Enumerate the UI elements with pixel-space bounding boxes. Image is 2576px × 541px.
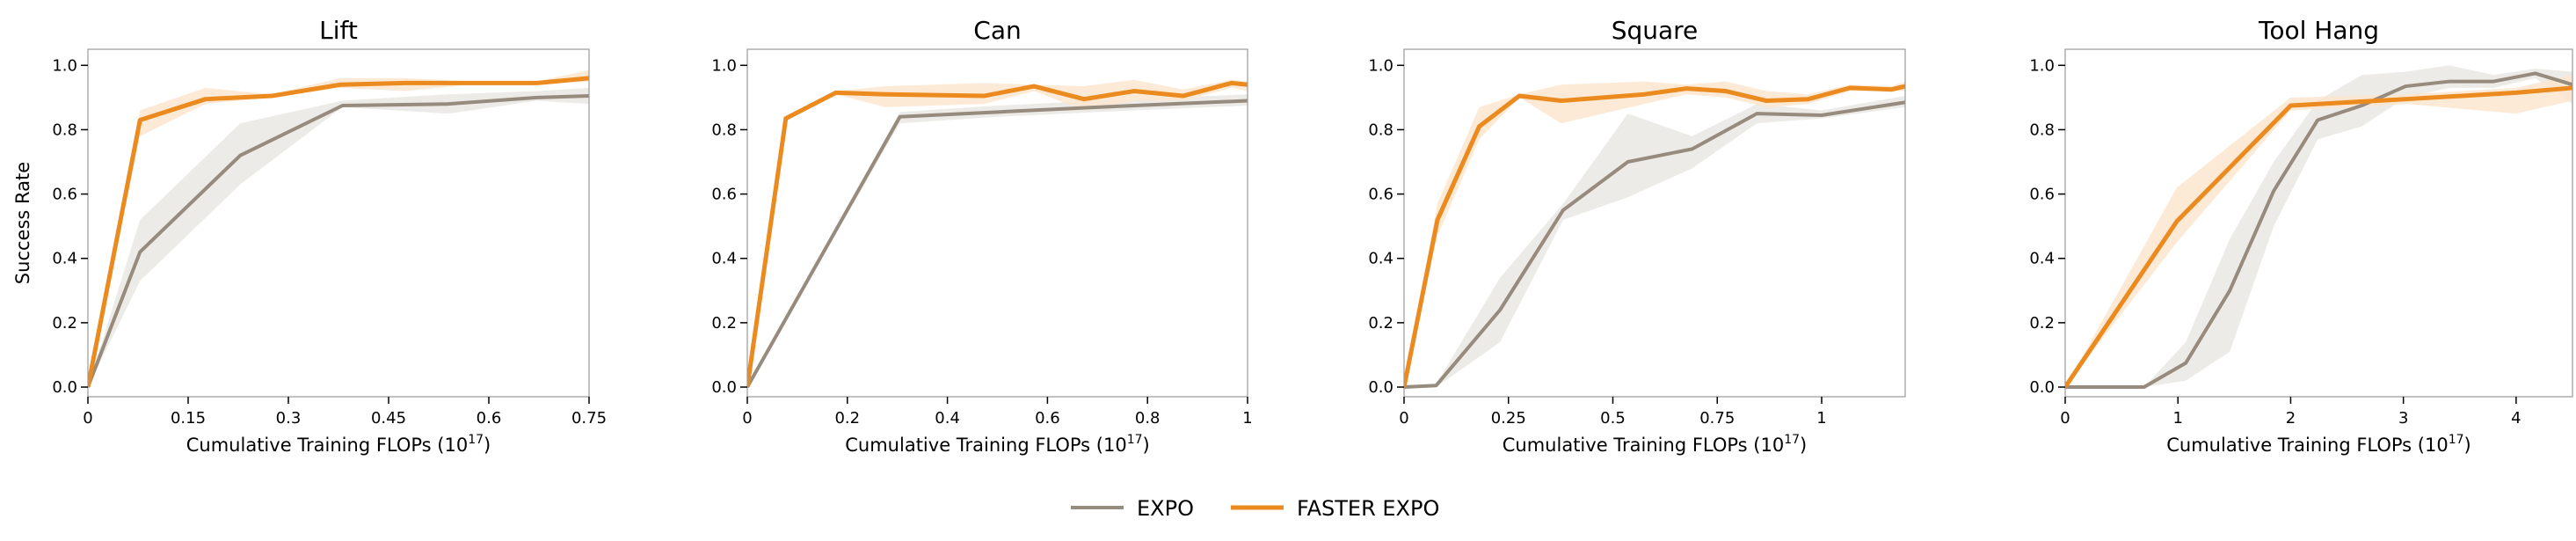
x-tick-label: 0.75: [571, 409, 607, 428]
line-expo: [88, 94, 589, 388]
subplot-title: Square: [1612, 16, 1699, 45]
legend: EXPO FASTER EXPO: [1071, 496, 1439, 521]
x-tick-label: 0: [2060, 409, 2070, 428]
y-tick-label: 1.0: [52, 56, 77, 75]
x-tick-label: 0.3: [276, 409, 302, 428]
band-expo: [747, 94, 1248, 388]
y-tick-label: 0.0: [1368, 378, 1394, 397]
x-tick-label: 0.75: [1699, 409, 1735, 428]
subplot-tool-hang: 0.0 0.2 0.4 0.6 0.8 1.0 0 1 2 3 4 Tool Hang Cumulati…: [2029, 16, 2573, 456]
y-axis-label: Success Rate: [12, 162, 33, 284]
legend-label-expo: EXPO: [1137, 496, 1194, 521]
x-tick-label: 0.25: [1491, 409, 1526, 428]
x-tick-label: 0.4: [935, 409, 960, 428]
y-tick-label: 1.0: [711, 56, 737, 75]
y-tick-label: 0.4: [711, 250, 737, 268]
x-tick-label: 0: [83, 409, 92, 428]
y-tick-label: 0.4: [1368, 250, 1394, 268]
axes-frame: [746, 48, 1248, 398]
plot-area: [1404, 81, 1905, 390]
y-tick-label: 0.2: [1368, 314, 1394, 333]
y-tick-label: 0.2: [52, 314, 77, 333]
y-tick-label: 0.8: [711, 121, 737, 139]
x-tick-label: 0: [1399, 409, 1408, 428]
line-faster-expo: [88, 76, 589, 388]
y-tick-label: 0.6: [52, 186, 77, 204]
x-axis-label: Cumulative Training FLOPs (1017): [1503, 433, 1808, 456]
band-expo: [2065, 65, 2572, 388]
x-tick-label: 2: [2286, 409, 2296, 428]
x-tick-label: 0.5: [1600, 409, 1626, 428]
x-tick-label: 3: [2398, 409, 2408, 428]
subplot-lift: 0.0 0.2 0.4 0.6 0.8 1.0 0 0.15 0.3 0.45 0.6 0.75 Lif…: [12, 16, 607, 456]
x-axis-label: Cumulative Training FLOPs (1017): [845, 433, 1150, 456]
band-faster-expo: [747, 79, 1248, 388]
axes-frame: [87, 48, 590, 398]
y-tick-label: 0.6: [711, 186, 737, 204]
y-tick-label: 0.2: [2029, 314, 2055, 333]
y-tick-label: 0.4: [2029, 250, 2055, 268]
y-tick-label: 0.4: [52, 250, 77, 268]
subplot-square: 0.0 0.2 0.4 0.6 0.8 1.0 0 0.25 0.5 0.75 1 Square Cum…: [1368, 16, 1906, 456]
x-tick-label: 1: [1816, 409, 1826, 428]
y-tick-label: 1.0: [1368, 56, 1394, 75]
subplot-title: Can: [973, 16, 1021, 45]
y-tick-label: 0.2: [711, 314, 737, 333]
x-tick-label: 0.6: [1035, 409, 1060, 428]
y-tick-label: 0.0: [52, 378, 77, 397]
band-expo: [1404, 96, 1905, 388]
x-axis-label: Cumulative Training FLOPs (1017): [2166, 433, 2471, 456]
y-tick-label: 0.0: [2029, 378, 2055, 397]
axes-frame: [2064, 48, 2573, 398]
x-tick-label: 0.15: [171, 409, 206, 428]
line-faster-expo: [747, 80, 1248, 388]
y-tick-label: 0.8: [52, 121, 77, 139]
x-tick-label: 1: [1242, 409, 1252, 428]
x-tick-label: 0.6: [477, 409, 502, 428]
x-tick-label: 0.2: [834, 409, 860, 428]
line-expo: [747, 99, 1248, 389]
line-expo: [2065, 71, 2572, 390]
subplot-can: 0.0 0.2 0.4 0.6 0.8 1.0 0 0.2 0.4 0.6 0.8 1 Can Cumul…: [711, 16, 1252, 456]
x-tick-label: 0.8: [1135, 409, 1161, 428]
line-expo: [1404, 100, 1905, 390]
legend-label-faster-expo: FASTER EXPO: [1297, 496, 1439, 521]
y-tick-label: 1.0: [2029, 56, 2055, 75]
x-tick-label: 0.45: [371, 409, 406, 428]
line-faster-expo: [1404, 84, 1905, 388]
y-tick-label: 0.6: [2029, 186, 2055, 204]
axes-frame: [1403, 48, 1906, 398]
y-tick-label: 0.0: [711, 378, 737, 397]
band-expo: [88, 87, 589, 388]
plot-area: [88, 69, 589, 388]
x-tick-label: 1: [2172, 409, 2182, 428]
y-tick-label: 0.6: [1368, 186, 1394, 204]
line-faster-expo: [2065, 85, 2572, 389]
x-tick-label: 4: [2511, 409, 2521, 428]
subplot-title: Lift: [319, 16, 358, 45]
plot-area: [2065, 65, 2572, 390]
x-axis-label: Cumulative Training FLOPs (1017): [186, 433, 491, 456]
band-faster-expo: [2065, 75, 2572, 388]
subplot-title: Tool Hang: [2258, 16, 2379, 45]
y-tick-label: 0.8: [1368, 121, 1394, 139]
x-tick-label: 0: [742, 409, 752, 428]
y-tick-label: 0.8: [2029, 121, 2055, 139]
plot-area: [747, 79, 1248, 389]
